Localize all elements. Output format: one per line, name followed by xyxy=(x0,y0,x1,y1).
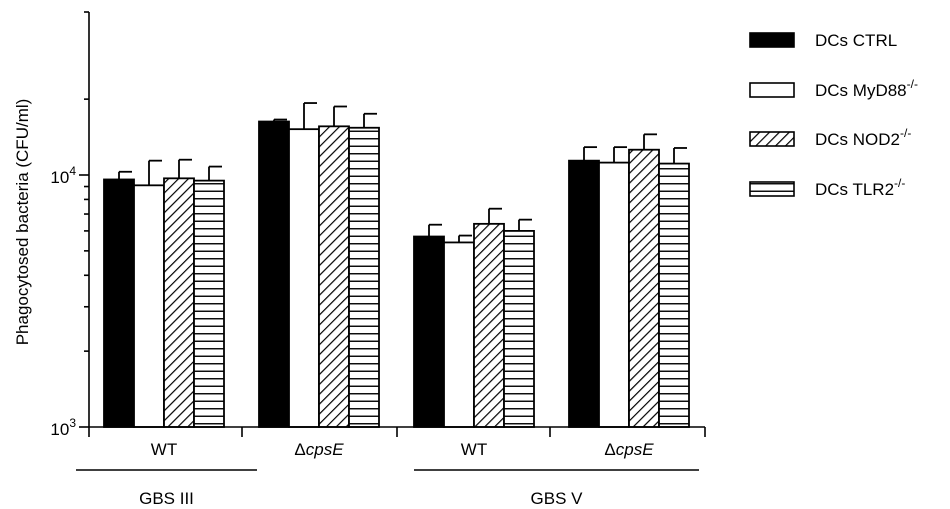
legend-label: DCs CTRL xyxy=(815,31,897,50)
bar xyxy=(503,230,535,428)
bar xyxy=(413,235,445,428)
axes-layer: 103 104 WT ΔcpsE WT ΔcpsE GBS III GBS V xyxy=(50,11,706,508)
x-tick-label: WT xyxy=(461,440,487,459)
legend-label: DCs MyD88-/- xyxy=(815,77,918,100)
bar xyxy=(133,184,165,428)
legend: DCs CTRL DCs MyD88-/- DCs NOD2-/- DCs TLR2-… xyxy=(749,31,918,199)
legend-label: DCs TLR2-/- xyxy=(815,176,905,199)
bar xyxy=(288,128,320,428)
bar xyxy=(568,159,600,428)
legend-swatch xyxy=(749,131,795,147)
bars-layer xyxy=(103,102,690,428)
bar xyxy=(443,241,475,428)
y-tick-label: 103 xyxy=(50,416,76,439)
x-tick-label: WT xyxy=(151,440,177,459)
bar xyxy=(318,125,350,428)
bar xyxy=(258,120,290,428)
bar xyxy=(628,148,660,428)
bar xyxy=(598,161,630,428)
y-axis-label: Phagocytosed bacteria (CFU/ml) xyxy=(13,99,32,346)
bar xyxy=(348,126,380,428)
bar xyxy=(103,178,135,428)
group-label: GBS V xyxy=(531,489,584,508)
group-label: GBS III xyxy=(139,489,194,508)
y-tick-label: 104 xyxy=(50,164,76,187)
legend-swatch xyxy=(749,82,795,98)
legend-swatch xyxy=(749,32,795,48)
bar xyxy=(658,162,690,428)
x-tick-label: ΔcpsE xyxy=(604,440,654,459)
legend-swatch xyxy=(749,181,795,197)
legend-label: DCs NOD2-/- xyxy=(815,126,911,149)
bar xyxy=(163,177,195,428)
bar xyxy=(193,179,225,428)
x-tick-label: ΔcpsE xyxy=(294,440,344,459)
bar xyxy=(473,222,505,428)
